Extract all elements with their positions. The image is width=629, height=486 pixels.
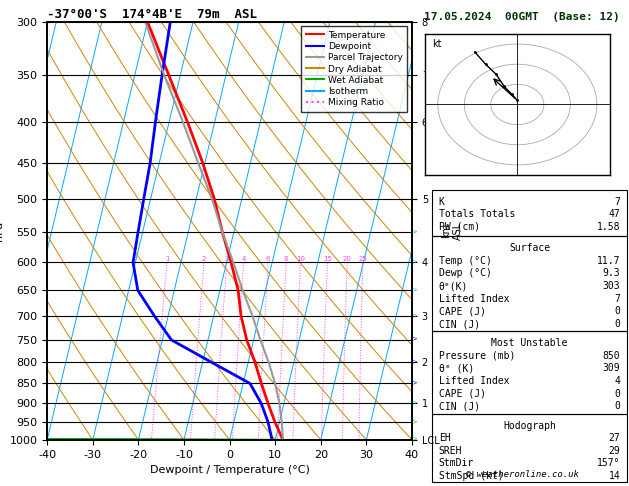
Text: 0: 0 bbox=[615, 388, 620, 399]
Text: >: > bbox=[413, 437, 417, 443]
Text: 7: 7 bbox=[615, 196, 620, 207]
Text: 3: 3 bbox=[225, 257, 229, 262]
Text: CIN (J): CIN (J) bbox=[438, 401, 480, 411]
Text: >: > bbox=[413, 359, 417, 365]
Bar bbox=[432, 331, 627, 414]
Text: PW (cm): PW (cm) bbox=[438, 222, 480, 232]
Text: >: > bbox=[413, 260, 417, 265]
Text: >: > bbox=[413, 287, 417, 293]
Y-axis label: km
ASL: km ASL bbox=[441, 222, 462, 240]
Text: 8: 8 bbox=[284, 257, 289, 262]
Text: 2: 2 bbox=[202, 257, 206, 262]
Text: 27: 27 bbox=[609, 433, 620, 443]
Text: CIN (J): CIN (J) bbox=[438, 319, 480, 329]
Bar bbox=[432, 414, 627, 482]
Text: CAPE (J): CAPE (J) bbox=[438, 306, 486, 316]
Text: 47: 47 bbox=[609, 209, 620, 219]
Text: 157°: 157° bbox=[597, 458, 620, 469]
Text: 1: 1 bbox=[165, 257, 169, 262]
Text: θᵉ(K): θᵉ(K) bbox=[438, 281, 468, 291]
Text: 6: 6 bbox=[266, 257, 270, 262]
Text: 4: 4 bbox=[615, 376, 620, 386]
Text: 15: 15 bbox=[323, 257, 332, 262]
Text: EH: EH bbox=[438, 433, 450, 443]
Text: 11.7: 11.7 bbox=[597, 256, 620, 266]
Text: >: > bbox=[413, 381, 417, 386]
Text: 0: 0 bbox=[615, 319, 620, 329]
Text: Most Unstable: Most Unstable bbox=[491, 338, 568, 348]
Text: 29: 29 bbox=[609, 446, 620, 456]
Text: 303: 303 bbox=[603, 281, 620, 291]
Text: >: > bbox=[413, 419, 417, 425]
Text: 850: 850 bbox=[603, 350, 620, 361]
Text: 20: 20 bbox=[343, 257, 352, 262]
Bar bbox=[432, 190, 627, 236]
Text: 0: 0 bbox=[615, 306, 620, 316]
Text: -37°00'S  174°4B'E  79m  ASL: -37°00'S 174°4B'E 79m ASL bbox=[47, 8, 257, 21]
Text: >: > bbox=[413, 400, 417, 406]
Text: K: K bbox=[438, 196, 445, 207]
Text: kt: kt bbox=[432, 39, 442, 49]
Text: © weatheronline.co.uk: © weatheronline.co.uk bbox=[465, 469, 579, 479]
Text: 309: 309 bbox=[603, 363, 620, 373]
Text: SREH: SREH bbox=[438, 446, 462, 456]
Text: Surface: Surface bbox=[509, 243, 550, 253]
Text: Pressure (mb): Pressure (mb) bbox=[438, 350, 515, 361]
Text: StmDir: StmDir bbox=[438, 458, 474, 469]
Text: CAPE (J): CAPE (J) bbox=[438, 388, 486, 399]
Text: θᵉ (K): θᵉ (K) bbox=[438, 363, 474, 373]
Text: 14: 14 bbox=[609, 471, 620, 481]
X-axis label: Dewpoint / Temperature (°C): Dewpoint / Temperature (°C) bbox=[150, 465, 309, 475]
Text: >: > bbox=[413, 337, 417, 343]
Text: 17.05.2024  00GMT  (Base: 12): 17.05.2024 00GMT (Base: 12) bbox=[424, 12, 620, 22]
Text: 0: 0 bbox=[615, 401, 620, 411]
Text: 9.3: 9.3 bbox=[603, 268, 620, 278]
Text: Temp (°C): Temp (°C) bbox=[438, 256, 491, 266]
Text: >: > bbox=[413, 229, 417, 235]
Text: Lifted Index: Lifted Index bbox=[438, 294, 509, 304]
Text: 25: 25 bbox=[359, 257, 367, 262]
Text: 4: 4 bbox=[242, 257, 246, 262]
Text: Dewp (°C): Dewp (°C) bbox=[438, 268, 491, 278]
Text: 7: 7 bbox=[615, 294, 620, 304]
Legend: Temperature, Dewpoint, Parcel Trajectory, Dry Adiabat, Wet Adiabat, Isotherm, Mi: Temperature, Dewpoint, Parcel Trajectory… bbox=[301, 26, 408, 112]
Bar bbox=[432, 236, 627, 331]
Y-axis label: hPa: hPa bbox=[0, 221, 4, 241]
Text: Hodograph: Hodograph bbox=[503, 420, 556, 431]
Text: 1.58: 1.58 bbox=[597, 222, 620, 232]
Text: Totals Totals: Totals Totals bbox=[438, 209, 515, 219]
Text: 10: 10 bbox=[296, 257, 305, 262]
Text: >: > bbox=[413, 313, 417, 319]
Text: StmSpd (kt): StmSpd (kt) bbox=[438, 471, 503, 481]
Text: Lifted Index: Lifted Index bbox=[438, 376, 509, 386]
